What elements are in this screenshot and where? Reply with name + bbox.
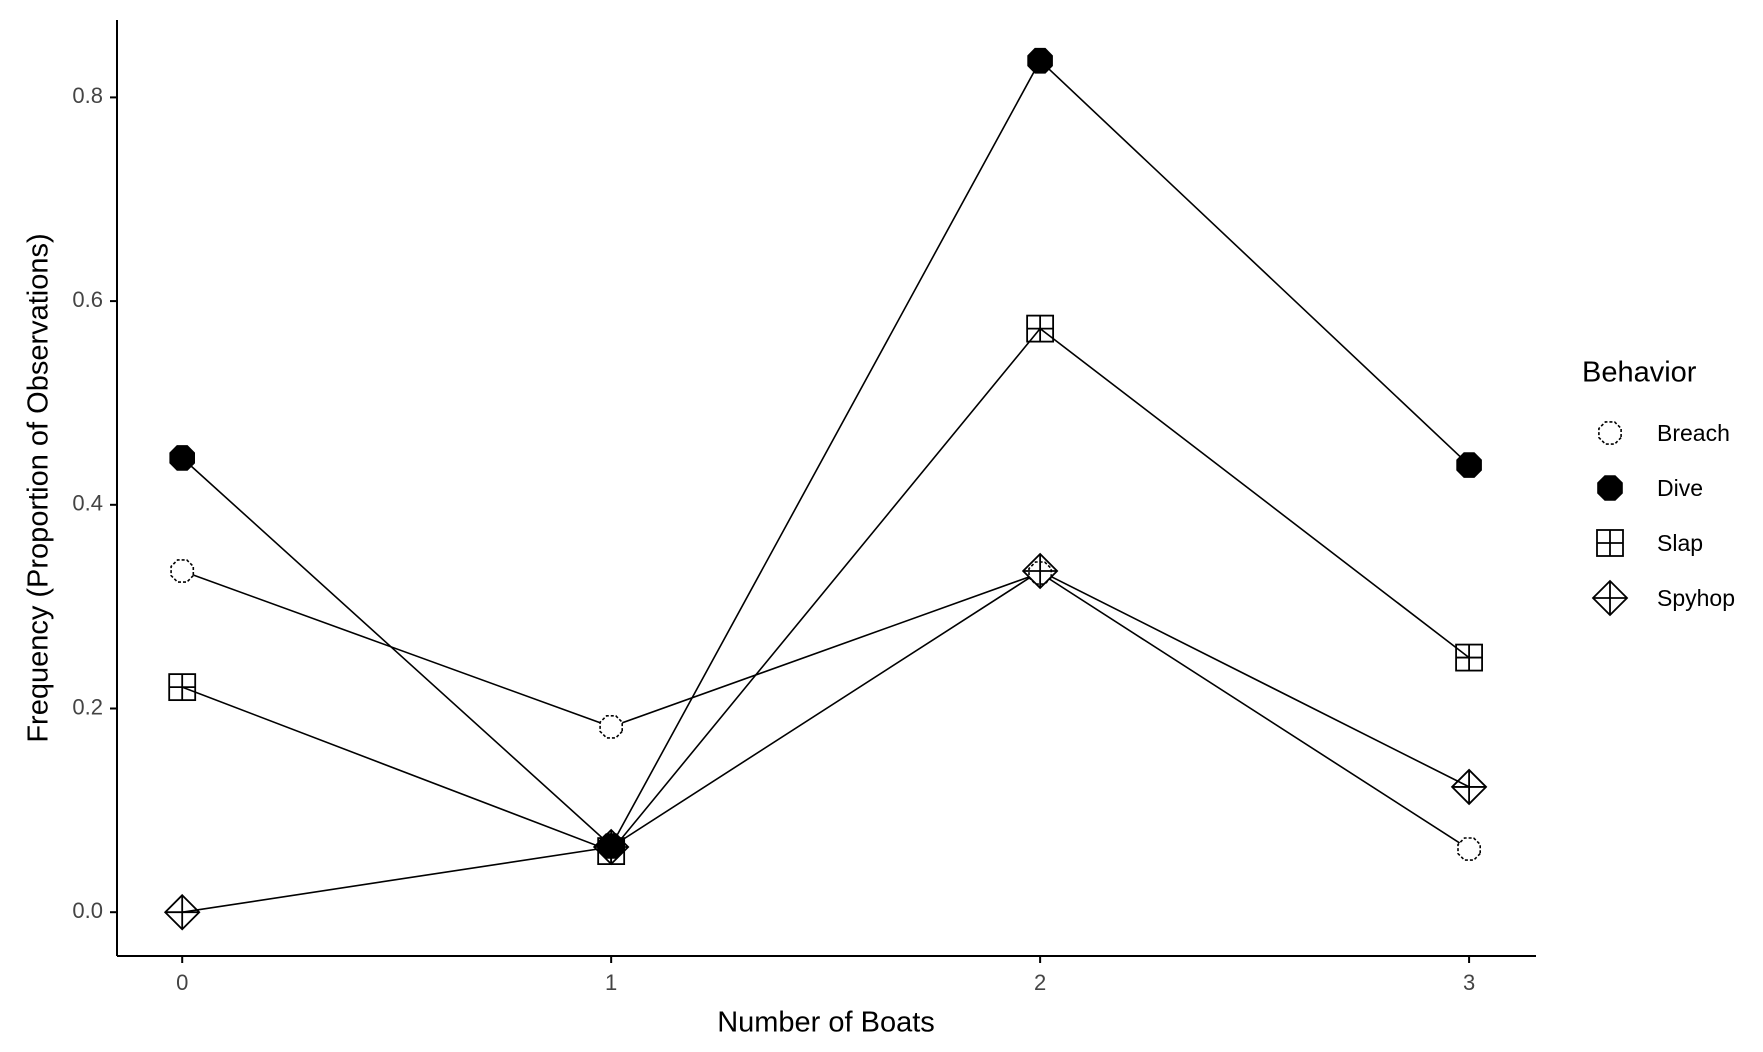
series-line — [181, 59, 1470, 848]
marker-shape — [1597, 475, 1623, 501]
marker — [169, 445, 195, 471]
y-tick-label: 0.2 — [72, 694, 103, 719]
marker-cross — [1456, 644, 1483, 671]
marker-cross — [1452, 769, 1487, 804]
marker-cross — [1023, 554, 1058, 589]
marker — [1455, 643, 1483, 672]
marker — [1457, 837, 1481, 861]
series-line — [181, 327, 1470, 853]
marker-cross — [169, 674, 196, 701]
x-tick-label: 1 — [605, 970, 617, 995]
legend-label: Dive — [1657, 475, 1703, 501]
y-tick-label: 0.8 — [72, 83, 103, 108]
legend-title: Behavior — [1582, 357, 1697, 389]
marker — [163, 893, 201, 931]
y-axis-title: Frequency (Proportion of Observations) — [23, 233, 55, 742]
x-tick-label: 2 — [1034, 970, 1046, 995]
x-axis-title: Number of Boats — [717, 1007, 935, 1039]
marker-cross — [1593, 581, 1627, 615]
y-tick-label: 0.6 — [72, 287, 103, 312]
x-tick-label: 3 — [1463, 970, 1475, 995]
x-tick-label: 0 — [176, 970, 188, 995]
marker — [592, 828, 630, 866]
legend-marker — [1596, 529, 1624, 557]
y-tick-label: 0.0 — [72, 898, 103, 923]
series-line — [181, 570, 1470, 850]
marker-shape — [1456, 452, 1482, 478]
legend-marker — [1591, 579, 1629, 617]
marker-shape — [1027, 47, 1053, 74]
legend-label: Spyhop — [1657, 585, 1735, 611]
marker-cross — [165, 895, 200, 930]
marker-shape — [169, 445, 195, 471]
marker-shape — [1598, 421, 1622, 445]
marker — [1027, 47, 1053, 74]
marker-cross — [594, 830, 629, 865]
marker — [1026, 314, 1055, 343]
marker — [170, 559, 195, 583]
legend-marker — [1598, 421, 1622, 445]
y-tick-label: 0.4 — [72, 491, 103, 516]
series-line — [182, 570, 1470, 913]
marker-shape — [599, 714, 624, 739]
marker — [1021, 552, 1059, 590]
marker — [1456, 452, 1482, 478]
marker — [168, 673, 197, 702]
marker-shape — [170, 559, 195, 583]
marker — [1450, 768, 1488, 806]
legend-marker — [1597, 475, 1623, 501]
marker-cross — [1027, 315, 1054, 342]
marker-cross — [1597, 530, 1623, 556]
marker — [599, 714, 624, 739]
legend-label: Breach — [1657, 420, 1730, 446]
marker-shape — [1457, 837, 1481, 861]
legend-label: Slap — [1657, 530, 1703, 556]
